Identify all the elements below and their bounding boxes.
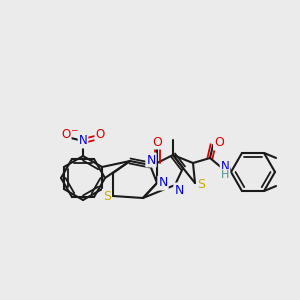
Text: −: −	[70, 125, 78, 134]
Text: O: O	[95, 128, 105, 140]
Text: O: O	[61, 128, 70, 140]
Text: S: S	[197, 178, 205, 191]
Text: S: S	[103, 190, 111, 202]
Text: N: N	[146, 154, 156, 166]
Text: N: N	[174, 184, 184, 196]
Text: O: O	[152, 136, 162, 148]
Text: O: O	[214, 136, 224, 149]
Text: H: H	[221, 170, 229, 180]
Text: N: N	[220, 160, 230, 173]
Text: N: N	[158, 176, 168, 190]
Text: N: N	[79, 134, 87, 148]
